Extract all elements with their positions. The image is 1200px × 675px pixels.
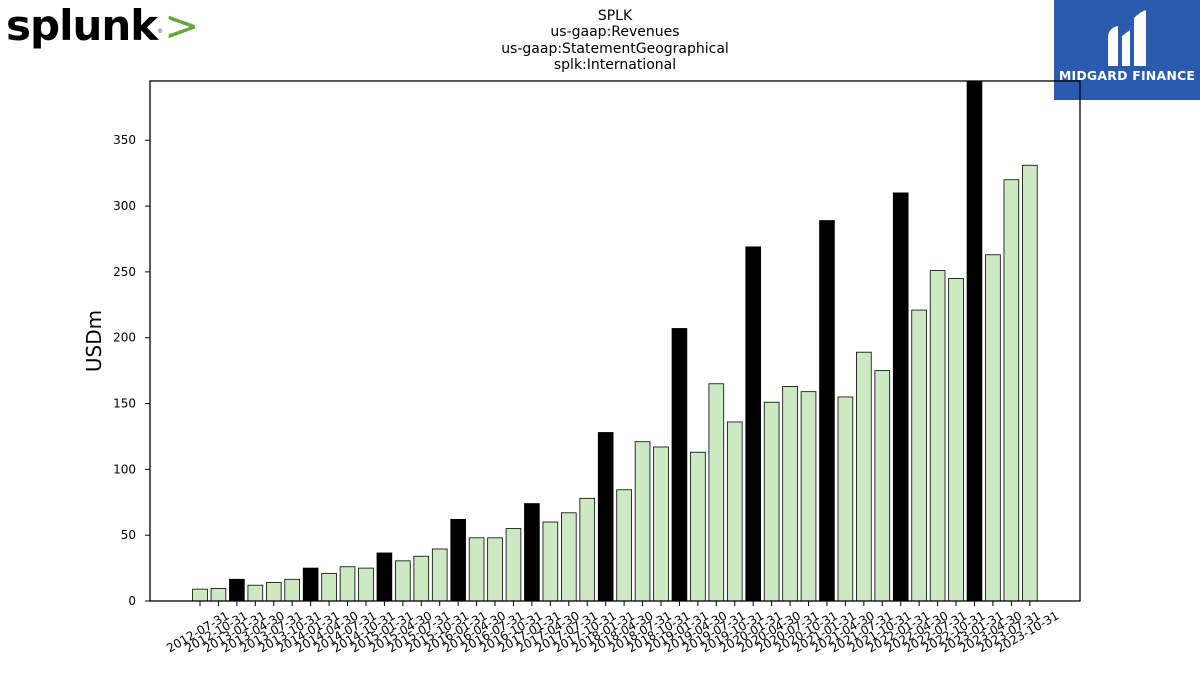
plot-frame (149, 80, 1081, 602)
logo-wordmark: splunk (6, 1, 158, 50)
bar-2013-01-31 (229, 578, 245, 602)
bar-2013-10-31 (284, 578, 300, 602)
partner-logo: MIDGARD FINANCE (1054, 0, 1200, 100)
bar-2014-07-31 (339, 566, 356, 602)
bars-layer (192, 80, 1038, 602)
bar-2016-10-31 (505, 528, 522, 602)
bar-2013-04-30 (247, 584, 264, 602)
bar-2021-04-30 (837, 396, 854, 602)
bar-2021-07-31 (856, 351, 872, 602)
bar-2022-10-31 (948, 278, 964, 602)
bar-2016-07-31 (487, 537, 503, 602)
bar-2022-07-31 (929, 270, 946, 602)
bar-2021-01-31 (819, 220, 835, 602)
bar-2012-10-31 (210, 588, 227, 602)
registered-mark: ® (157, 28, 163, 35)
y-tick-label: 250 (113, 265, 136, 279)
bar-2020-04-30 (763, 401, 780, 602)
bar-2017-07-31 (561, 512, 577, 602)
bar-2014-10-31 (358, 567, 374, 602)
y-tick-label: 200 (113, 331, 136, 345)
partner-name: MIDGARD FINANCE (1058, 68, 1196, 83)
bar-2014-01-31 (302, 567, 319, 602)
chart-title: SPLK (598, 8, 633, 24)
chart-subtitle-2: us-gaap:StatementGeographical (501, 41, 729, 57)
bar-2022-01-31 (892, 192, 909, 602)
y-tick-label: 150 (113, 397, 136, 411)
bar-2013-07-31 (265, 582, 282, 602)
bar-2017-01-31 (524, 503, 540, 602)
bar-2016-04-30 (468, 537, 485, 602)
y-tick-label: 50 (121, 528, 136, 542)
bar-2015-10-31 (431, 548, 448, 602)
bar-2023-10-31 (1022, 164, 1038, 602)
bar-2015-04-30 (395, 560, 411, 602)
bar-2015-07-31 (413, 555, 430, 602)
bar-2018-01-31 (597, 432, 614, 602)
bar-2015-01-31 (376, 552, 393, 602)
midgard-monogram-icon (1108, 10, 1146, 66)
y-tick-label: 300 (113, 199, 136, 213)
chart-subtitle-3: splk:International (554, 57, 676, 73)
y-tick-label: 0 (128, 594, 136, 608)
bar-2018-07-31 (634, 441, 651, 602)
bar-2023-04-30 (985, 254, 1001, 602)
bar-2014-04-30 (321, 572, 337, 602)
bar-2023-07-31 (1003, 179, 1020, 602)
bar-2020-01-31 (745, 246, 761, 602)
bar-2017-10-31 (579, 497, 596, 602)
chart-subtitle-1: us-gaap:Revenues (550, 24, 679, 40)
chevron-right-icon: > (164, 1, 199, 50)
bar-2019-01-31 (671, 328, 688, 602)
x-axis: 2012-07-312012-10-312013-01-312013-04-30… (164, 601, 1061, 655)
bar-2016-01-31 (450, 518, 466, 602)
y-tick-label: 350 (113, 133, 136, 147)
bar-2018-04-30 (616, 489, 632, 602)
bar-2023-01-31 (966, 80, 983, 602)
y-tick-label: 100 (113, 462, 136, 476)
splunk-logo: splunk®> (6, 1, 199, 50)
bar-2020-10-31 (800, 391, 817, 602)
bar-2019-04-30 (690, 451, 706, 602)
bar-2019-10-31 (726, 421, 743, 602)
bar-2020-07-31 (782, 386, 798, 602)
bar-2018-10-31 (653, 446, 669, 602)
bar-2012-07-31 (192, 588, 208, 602)
y-axis-label: USDm (82, 310, 106, 372)
y-axis: 0 50 100 150 200 250 300 350 (113, 133, 150, 608)
bar-2017-04-30 (542, 521, 559, 602)
bar-2019-07-31 (708, 383, 725, 602)
bar-2022-04-30 (911, 309, 927, 602)
bar-2021-10-31 (874, 370, 891, 602)
